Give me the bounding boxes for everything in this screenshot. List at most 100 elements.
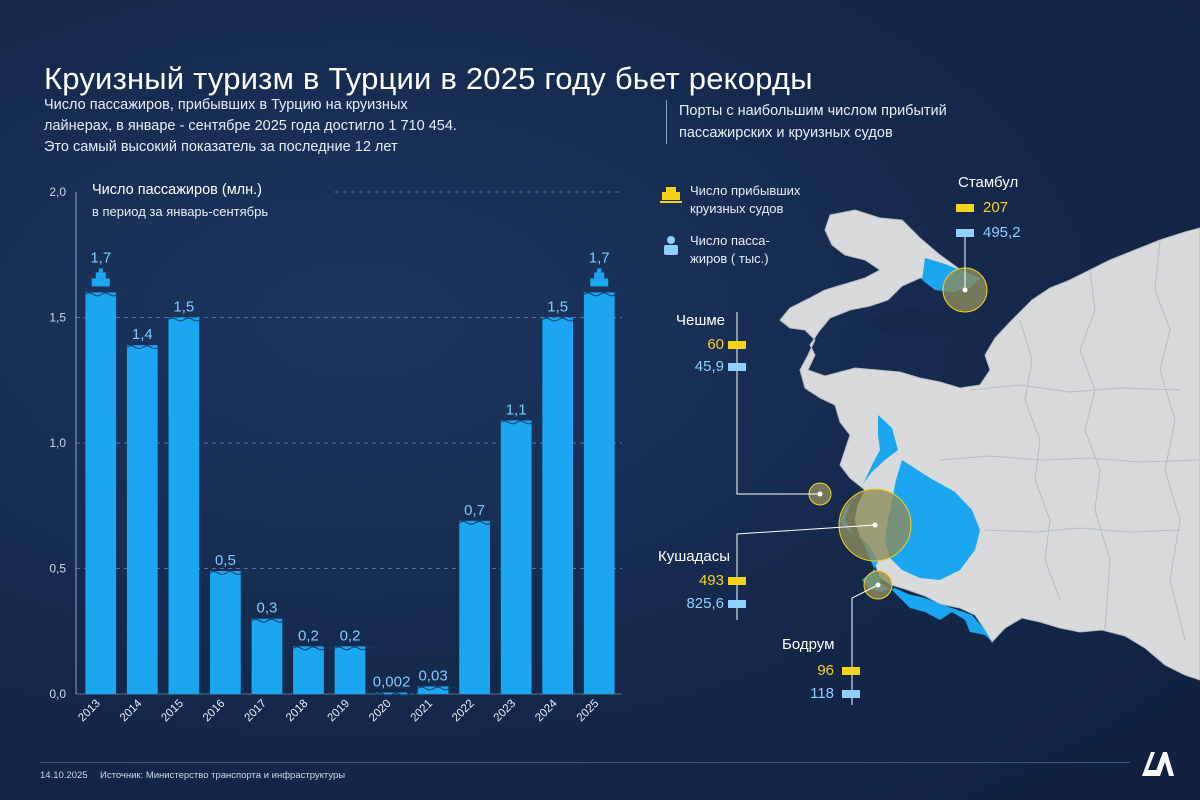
port-ships-bodrum: 96 (817, 662, 834, 679)
value-label-2025: 1,7 (589, 249, 610, 266)
footer-divider (40, 762, 1130, 763)
cesme-leader (736, 312, 820, 495)
port-passengers-cesme: 45,9 (694, 358, 724, 375)
bar-2018 (293, 646, 324, 694)
subtitle-line-1: Число пассажиров, прибывших в Турцию на … (44, 97, 408, 113)
port-ships-istanbul: 207 (983, 199, 1009, 216)
land-mass (779, 209, 1200, 681)
passenger-icon (664, 236, 678, 255)
bar-wave-2023 (500, 420, 542, 425)
y-tick-label: 2,0 (49, 185, 66, 199)
sea-of-marmara (870, 308, 975, 336)
kusadasi-marker-bars (728, 577, 746, 608)
x-tick-label-2013: 2013 (76, 698, 103, 725)
kusadasi-leader (736, 524, 876, 620)
legend-ships-line-1: Число прибывших (690, 183, 801, 198)
value-label-2019: 0,2 (340, 627, 361, 644)
value-label-2022: 0,7 (464, 502, 485, 519)
subtitle-line-2: лайнерах, в январе - сентябре 2025 года … (44, 118, 457, 134)
legend-passengers-line-2: жиров ( тыс.) (690, 251, 769, 266)
map-heading-line-1: Порты с наибольшим числом прибытий (679, 103, 947, 119)
bar-wave-2013 (85, 292, 126, 297)
bar-2019 (334, 646, 366, 694)
x-tick-label-2020: 2020 (367, 698, 394, 725)
bar-wave-2018 (292, 646, 334, 651)
turkey-map (736, 209, 1200, 705)
legend-ships-line-2: круизных судов (690, 201, 784, 216)
port-name-kusadasi: Кушадасы (658, 548, 730, 565)
value-label-2015: 1,5 (173, 299, 194, 316)
value-label-2021: 0,03 (418, 667, 447, 684)
aa-logo-icon (1142, 752, 1174, 776)
bars (85, 292, 625, 697)
bar-2024 (542, 317, 574, 694)
value-label-2013: 1,7 (90, 249, 111, 266)
bar-2020 (376, 692, 407, 694)
bar-chart: Число пассажиров (млн.) в период за янва… (49, 182, 625, 724)
x-axis: 2013 2014 2015 2016 2017 2018 2019 2020 2021 2022… (76, 697, 601, 724)
bar-2013 (85, 292, 117, 694)
bar-wave-2016 (209, 571, 251, 576)
province-borders (939, 239, 1200, 641)
bar-2023 (500, 420, 532, 694)
bar-wave-2019 (334, 646, 375, 651)
map-heading: Порты с наибольшим числом прибытий пасса… (666, 100, 947, 144)
value-labels: 1,7 1,4 1,5 0,5 0,3 0,2 0,2 0,002 0,03 0,7 1,1 1,5 1… (90, 249, 609, 690)
ship-icon (590, 268, 609, 287)
x-tick-label-2023: 2023 (492, 698, 519, 725)
value-label-2016: 0,5 (215, 552, 236, 569)
page-title: Круизный туризм в Турции в 2025 году бье… (44, 60, 813, 96)
x-tick-label-2014: 2014 (118, 697, 145, 724)
y-tick-label: 0,5 (49, 562, 66, 576)
bar-2014 (126, 345, 158, 694)
footer-date: 14.10.2025 (40, 770, 88, 781)
port-ships-kusadasi: 493 (698, 572, 724, 589)
ship-icon (91, 268, 110, 287)
value-label-2017: 0,3 (256, 600, 277, 617)
footer-source: Источник: Министерство транспорта и инфр… (100, 770, 346, 781)
x-tick-label-2021: 2021 (409, 698, 436, 725)
bar-wave-2024 (542, 317, 583, 322)
port-name-bodrum: Бодрум (782, 636, 835, 653)
istanbul-marker-bars (956, 204, 974, 237)
x-tick-label-2025: 2025 (575, 698, 602, 725)
value-label-2020: 0,002 (373, 674, 411, 691)
bar-2015 (168, 317, 200, 694)
value-label-2018: 0,2 (298, 627, 319, 644)
cruise-ship-icon (660, 187, 682, 203)
x-tick-label-2018: 2018 (284, 698, 311, 725)
x-tick-label-2015: 2015 (159, 698, 186, 725)
bar-2025 (583, 292, 615, 694)
subtitle-line-3: Это самый высокий показатель за последни… (44, 139, 398, 155)
value-label-2014: 1,4 (132, 326, 153, 343)
x-tick-label-2022: 2022 (450, 698, 477, 725)
bar-2017 (251, 618, 283, 694)
port-name-cesme: Чешме (676, 312, 726, 329)
port-passengers-kusadasi: 825,6 (686, 595, 724, 612)
map-heading-line-2: пассажирских и круизных судов (679, 125, 893, 141)
x-tick-label-2016: 2016 (201, 698, 228, 725)
bar-2022 (459, 520, 490, 694)
bar-wave-2015 (168, 317, 209, 322)
port-name-istanbul: Стамбул (958, 174, 1019, 191)
port-passengers-bodrum: 118 (810, 685, 834, 702)
subtitle: Число пассажиров, прибывших в Турцию на … (44, 95, 514, 158)
x-tick-label-2019: 2019 (326, 698, 353, 725)
bodrum-marker-bars (842, 667, 860, 698)
value-label-2024: 1,5 (547, 299, 568, 316)
bar-wave-2021 (417, 686, 459, 691)
bar-2021 (417, 686, 449, 694)
cesme-marker-bars (728, 341, 746, 371)
x-tick-label-2017: 2017 (242, 698, 269, 725)
port-ships-cesme: 60 (707, 336, 724, 353)
chart-title: Число пассажиров (млн.) (92, 182, 262, 198)
legend-passengers-line-1: Число пасса- (690, 233, 770, 248)
y-tick-label: 0,0 (49, 687, 66, 701)
value-label-2023: 1,1 (506, 401, 527, 418)
bar-wave-2017 (251, 618, 292, 623)
port-passengers-istanbul: 495,2 (983, 224, 1021, 241)
bar-wave-2020 (375, 692, 417, 697)
chart-subtitle: в период за январь-сентябрь (92, 204, 268, 219)
y-tick-label: 1,5 (49, 311, 66, 325)
bar-wave-2014 (126, 345, 168, 350)
